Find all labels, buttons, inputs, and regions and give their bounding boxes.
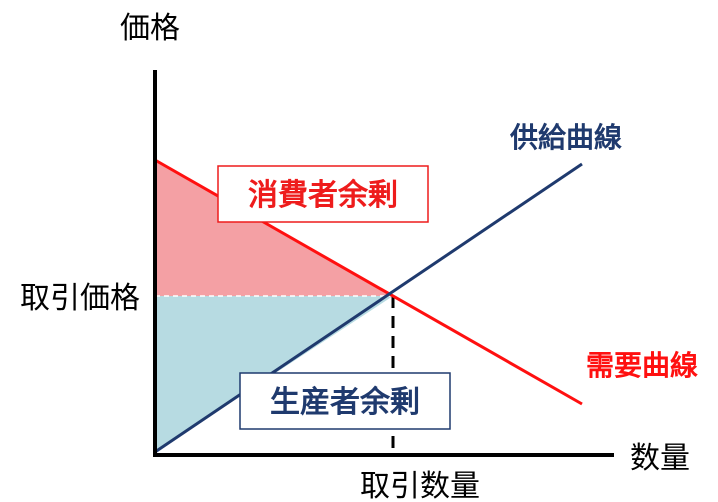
supply-curve-line xyxy=(154,162,583,454)
demand-curve-label: 需要曲線 xyxy=(586,349,698,382)
producer-surplus-box xyxy=(239,372,451,430)
supply-curve-label: 供給曲線 xyxy=(509,121,622,154)
equilibrium-quantity-label: 取引数量 xyxy=(360,469,480,502)
x-axis-label: 数量 xyxy=(630,441,690,476)
consumer-surplus-box xyxy=(217,165,429,223)
y-axis-label: 価格 xyxy=(120,11,180,46)
producer-surplus-label: 生産者余剰 xyxy=(270,385,420,420)
consumer-surplus-label: 消費者余剰 xyxy=(248,178,398,213)
equilibrium-price-label: 取引価格 xyxy=(20,281,140,316)
